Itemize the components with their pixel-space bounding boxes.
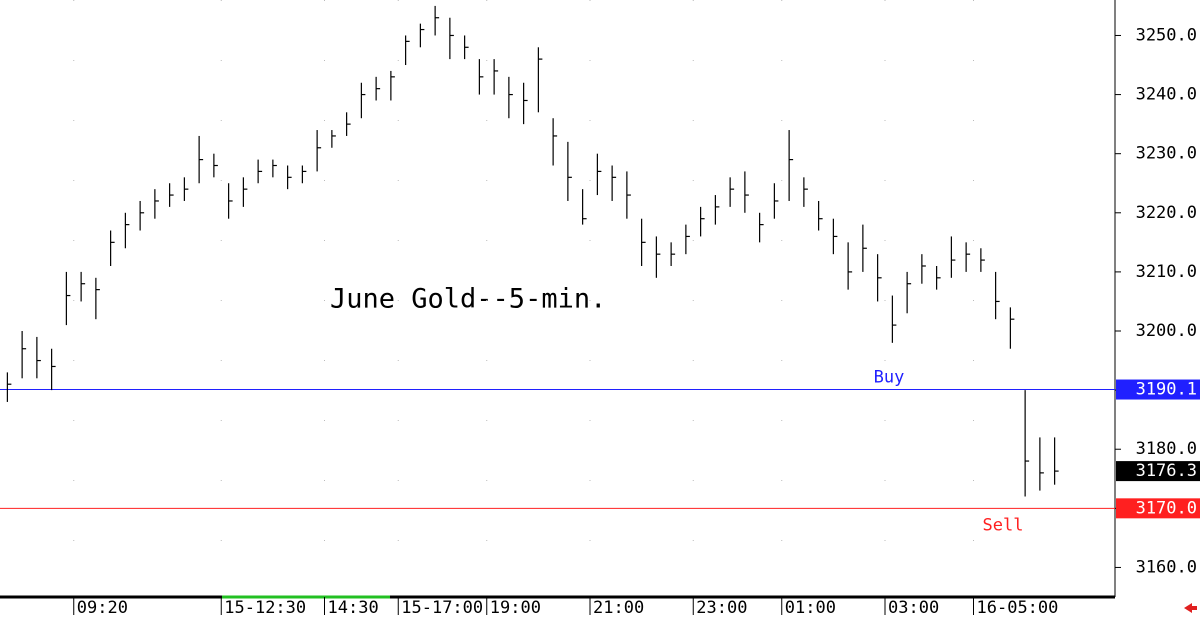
level-box [1116, 498, 1200, 519]
level-value: 3190.1 [1136, 380, 1197, 400]
y-tick-label: 3220.0 [1136, 203, 1197, 223]
x-tick-label: 14:30 [328, 598, 379, 618]
y-tick-label: 3210.0 [1136, 262, 1197, 282]
x-tick-label: 03:00 [888, 598, 939, 618]
last-price-label: 3176.3 [1136, 461, 1197, 481]
y-tick-label: 3200.0 [1136, 321, 1197, 341]
x-tick-label: 19:00 [490, 598, 541, 618]
scroll-arrow[interactable] [1184, 603, 1197, 613]
level-name: Sell [983, 515, 1024, 535]
x-tick-label: 21:00 [593, 598, 644, 618]
y-tick-label: 3160.0 [1136, 557, 1197, 577]
y-tick-label: 3250.0 [1136, 25, 1197, 45]
level-name: Buy [874, 368, 905, 388]
chart-title: June Gold--5-min. [330, 284, 606, 315]
level-box [1116, 379, 1200, 400]
x-tick-label: 16-05:00 [977, 598, 1059, 618]
y-tick-label: 3180.0 [1136, 439, 1197, 459]
level-value: 3170.0 [1136, 498, 1197, 518]
x-tick-label: 01:00 [785, 598, 836, 618]
x-tick-label: 15-12:30 [224, 598, 306, 618]
x-tick-label: 15-17:00 [401, 598, 483, 618]
y-tick-label: 3230.0 [1136, 144, 1197, 164]
x-tick-label: 23:00 [696, 598, 747, 618]
y-tick-label: 3240.0 [1136, 85, 1197, 105]
x-tick-label: 09:20 [77, 598, 128, 618]
last-price-box [1116, 461, 1200, 482]
